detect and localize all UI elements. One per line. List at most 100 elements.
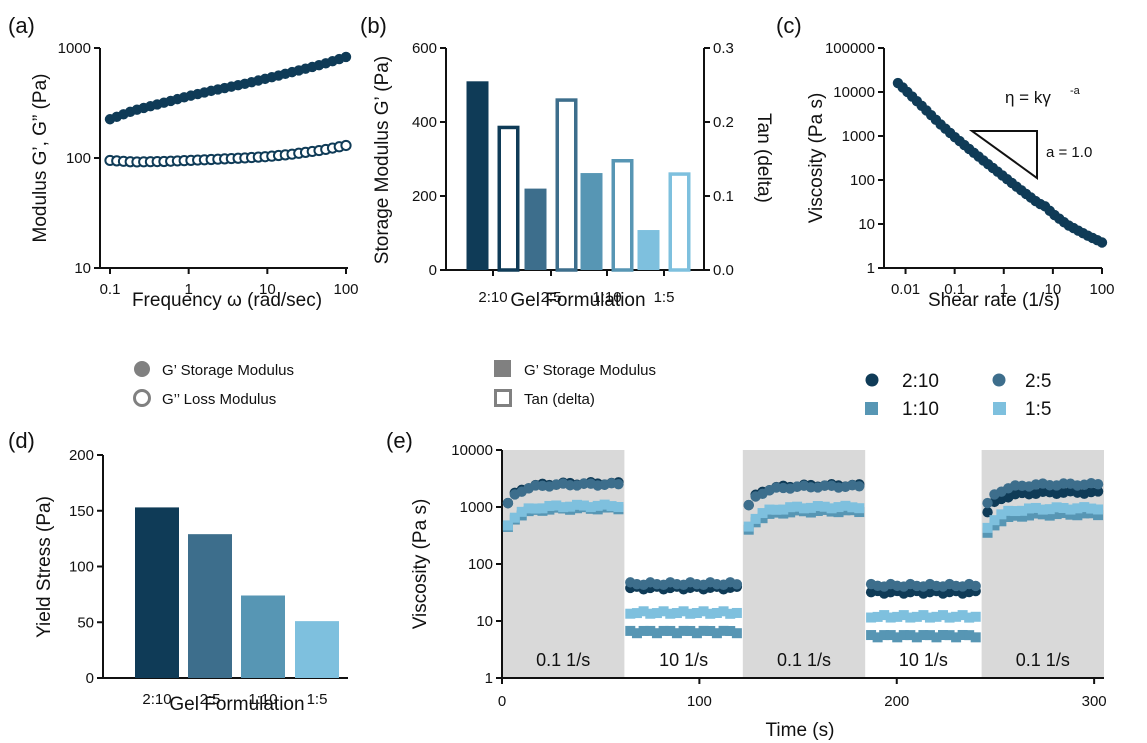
panel-a-x-tick-label: 100 xyxy=(333,281,358,298)
panel-e-point-2-10 xyxy=(982,507,993,518)
panel-e-point-1-5 xyxy=(1037,504,1048,515)
panel-e-x-tick-label: 300 xyxy=(1082,693,1107,710)
panel-e-point-1-5 xyxy=(1017,505,1028,516)
panel-e-interval-label: 0.1 1/s xyxy=(777,650,831,670)
panel-e-point-1-10 xyxy=(872,632,883,643)
panel-d-bar xyxy=(135,507,179,678)
legend-e-2-5-marker xyxy=(992,373,1006,387)
panel-e-point-1-10 xyxy=(1072,510,1083,521)
panel-e-point-1-5 xyxy=(1065,504,1076,515)
panel-b-tan-bar xyxy=(668,172,691,272)
panel-e-point-1-5 xyxy=(631,608,642,619)
panel-e-point-1-5 xyxy=(613,501,624,512)
panel-e-point-1-5 xyxy=(911,611,922,622)
panel-d-y-tick-label: 100 xyxy=(69,559,94,576)
panel-e-y-tick-label: 100 xyxy=(468,556,493,573)
legend-a-storage-marker xyxy=(134,361,150,377)
panel-e-point-1-5 xyxy=(565,501,576,512)
panel-e-point-1-5 xyxy=(833,502,844,513)
panel-e-y-tick-label: 1000 xyxy=(460,499,493,516)
panel-e-point-1-10 xyxy=(951,632,962,643)
panel-e-point-1-10 xyxy=(705,625,716,636)
panel-e-point-1-10 xyxy=(1044,510,1055,521)
panel-b-right-tick-label: 0.3 xyxy=(713,40,734,57)
panel-e-point-1-5 xyxy=(970,611,981,622)
panel-e-point-1-5 xyxy=(509,512,520,523)
panel-c-y-tick-label: 10000 xyxy=(833,84,875,101)
panel-e-point-1-5 xyxy=(599,499,610,510)
panel-e-point-1-10 xyxy=(898,630,909,641)
panel-e-point-1-10 xyxy=(957,629,968,640)
legend-b-storage-label: G’ Storage Modulus xyxy=(524,362,656,379)
panel-b-right-tick-label: 0.0 xyxy=(713,262,734,279)
panel-c-y-axis-title: Viscosity (Pa s) xyxy=(806,93,827,224)
panel-e-point-1-10 xyxy=(866,630,877,641)
panel-e-point-1-10 xyxy=(924,630,935,641)
panel-e-point-1-5 xyxy=(572,499,583,510)
panel-e-point-1-10 xyxy=(989,520,1000,531)
panel-e-point-1-5 xyxy=(798,503,809,514)
legend-e-2-10-marker xyxy=(865,373,879,387)
panel-e-y-tick-label: 10000 xyxy=(451,442,493,459)
panel-e-point-1-5 xyxy=(523,503,534,514)
panel-e-point-1-5 xyxy=(678,606,689,617)
panel-b-left-tick-label: 0 xyxy=(429,262,437,279)
panel-e-point-1-10 xyxy=(944,630,955,641)
panel-e-point-2-5 xyxy=(982,497,993,509)
panel-c-chart: 1 10 100 1000 10000 100000 0.01 0.1 1 10 100 η = kγ… xyxy=(806,40,1115,311)
panel-e-point-1-5 xyxy=(879,610,890,621)
panel-e-point-1-5 xyxy=(685,608,696,619)
panel-e-point-1-5 xyxy=(996,509,1007,520)
panel-e-point-1-5 xyxy=(578,500,589,511)
panel-e-point-1-5 xyxy=(757,508,768,519)
panel-e-point-1-5 xyxy=(558,502,569,513)
panel-c-equation: η = kγ xyxy=(1005,88,1051,107)
panel-e-point-1-10 xyxy=(964,630,975,641)
panel-e-point-1-5 xyxy=(731,607,742,618)
panel-e-point-1-5 xyxy=(792,501,803,512)
panel-c-x-tick-label: 0.01 xyxy=(891,281,920,298)
panel-b-left-tick-label: 200 xyxy=(412,188,437,205)
panel-b-storage-bar xyxy=(580,173,603,270)
panel-e-point-1-5 xyxy=(625,608,636,619)
panel-e-point-1-10 xyxy=(757,513,768,524)
panel-e-point-1-10 xyxy=(970,632,981,643)
panel-e-point-1-10 xyxy=(665,625,676,636)
panel-label-a: (a) xyxy=(8,13,35,38)
panel-e-point-1-5 xyxy=(1023,503,1034,514)
panel-e-point-1-10 xyxy=(931,632,942,643)
panel-e-point-1-10 xyxy=(711,628,722,639)
panel-b-category-label: 1:10 xyxy=(592,289,621,306)
panel-e-point-1-10 xyxy=(1030,508,1041,519)
panel-a-y-tick-label: 10 xyxy=(74,260,91,277)
panel-e-point-1-10 xyxy=(892,632,903,643)
panel-e-point-2-5 xyxy=(1092,479,1104,490)
panel-e-point-2-10 xyxy=(1092,486,1104,497)
panel-d-y-tick-label: 200 xyxy=(69,447,94,464)
panel-e-point-1-5 xyxy=(931,611,942,622)
panel-label-c: (c) xyxy=(776,13,802,38)
panel-a-loss-point xyxy=(340,139,352,152)
legend-a-loss-marker xyxy=(133,389,151,407)
panel-b-chart: 0 200 400 600 0.0 0.1 0.2 0.3 2:10 2:5 1:10 1:5 Gel … xyxy=(372,40,774,311)
panel-e-point-1-10 xyxy=(905,630,916,641)
panel-e-point-1-10 xyxy=(1003,511,1014,522)
panel-a-y-tick-label: 1000 xyxy=(58,40,91,57)
panel-e-point-1-10 xyxy=(725,626,736,637)
panel-e-point-1-5 xyxy=(750,513,761,524)
panel-c-slope-triangle xyxy=(968,130,1038,180)
panel-e-point-1-5 xyxy=(785,502,796,513)
panel-e-x-tick-label: 100 xyxy=(687,693,712,710)
legend-a-loss-label: G’’ Loss Modulus xyxy=(162,391,276,408)
panel-e-point-1-5 xyxy=(1003,505,1014,516)
panel-e-point-1-5 xyxy=(1030,502,1041,513)
legend-e-1-10-label: 1:10 xyxy=(902,399,939,420)
panel-e-point-1-10 xyxy=(918,630,929,641)
panel-e-point-1-10 xyxy=(879,630,890,641)
panel-c-point xyxy=(1096,237,1108,248)
panel-b-category-label: 2:10 xyxy=(478,289,507,306)
panel-e-point-1-10 xyxy=(658,625,669,636)
panel-e-point-1-5 xyxy=(705,608,716,619)
legend-e-2-10-label: 2:10 xyxy=(902,371,939,392)
panel-e-point-1-5 xyxy=(1093,504,1104,515)
